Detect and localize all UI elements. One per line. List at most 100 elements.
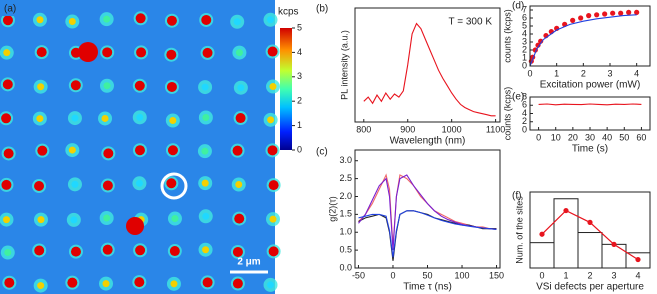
- emitter-spot: [134, 277, 145, 288]
- emitter-spot: [134, 145, 145, 156]
- x-tick-label: 100: [455, 270, 470, 280]
- emitter-spot: [71, 180, 79, 188]
- colorbar-tick-label: 5: [297, 22, 302, 32]
- bar: [529, 242, 555, 269]
- colorbar-tick-label: 0: [297, 144, 302, 154]
- x-tick-label: 40: [602, 132, 612, 142]
- colorbar-tick-label: 1: [297, 120, 302, 130]
- marker: [618, 10, 624, 16]
- panel-label: (b): [316, 4, 328, 15]
- emitter-spot: [267, 281, 275, 289]
- marker: [586, 13, 592, 19]
- emitter-spot: [202, 246, 210, 254]
- x-tick-label: 1: [563, 270, 568, 280]
- emitter-spot: [103, 214, 111, 222]
- emitter-spot: [37, 282, 45, 290]
- y-tick-label: 4: [522, 108, 527, 118]
- emitter-spot: [169, 116, 177, 124]
- emitter-spot: [232, 278, 243, 289]
- x-tick-label: 4: [634, 68, 639, 78]
- bar: [601, 243, 627, 269]
- emitter-spot: [267, 145, 278, 156]
- emitter-spot: [135, 245, 146, 256]
- emitter-spot: [171, 215, 179, 223]
- emitter-spot: [235, 113, 246, 124]
- y-axis-label: PL intensity (a.u.): [339, 30, 349, 100]
- emitter-spot: [101, 114, 109, 122]
- y-tick-label: 3: [522, 36, 527, 46]
- colorbar-tick-label: 2: [297, 96, 302, 106]
- y-tick-label: 6: [522, 12, 527, 22]
- emitter-spot: [234, 213, 245, 224]
- emitter-spot: [201, 83, 209, 91]
- y-tick-label: 1.5: [339, 209, 352, 219]
- panel-label: (c): [316, 147, 328, 158]
- emitter-spot: [170, 280, 178, 288]
- emitter-spot: [3, 49, 11, 57]
- x-tick-label: 30: [585, 132, 595, 142]
- emitter-spot: [166, 49, 177, 60]
- emitter-spot: [268, 246, 279, 257]
- y-tick-label: 0.0: [339, 262, 352, 272]
- y-tick-label: 0: [522, 124, 527, 134]
- x-axis-label: Wavelength (nm): [390, 136, 466, 147]
- emitter-spot: [136, 47, 147, 58]
- emitter-spot: [68, 18, 76, 26]
- emitter-spot: [267, 46, 278, 57]
- marker: [535, 42, 541, 48]
- emitter-spot: [67, 277, 78, 288]
- emitter-spot: [233, 18, 241, 26]
- colorbar-label: kcps: [278, 7, 299, 18]
- y-tick-label: 7: [522, 4, 527, 14]
- emitter-spot: [4, 249, 12, 257]
- emitter-spot: [36, 47, 47, 58]
- y-tick-label: 0.5: [339, 244, 352, 254]
- x-tick-label: 3: [611, 270, 616, 280]
- y-axis-label: counts (kcps): [502, 9, 512, 63]
- marker: [611, 241, 617, 247]
- emitter-spot: [3, 148, 14, 159]
- emitter-spot: [36, 16, 44, 24]
- emitter-spot: [235, 49, 243, 57]
- y-tick-label: 4: [522, 28, 527, 38]
- x-tick-label: 0: [390, 270, 395, 280]
- emitter-spot: [201, 147, 209, 155]
- bar: [577, 232, 603, 269]
- x-tick-label: 20: [568, 132, 578, 142]
- plot-frame: [529, 5, 651, 67]
- panel-label: (d): [512, 1, 524, 12]
- series-line: [358, 210, 497, 261]
- emitter-spot: [269, 83, 277, 91]
- emitter-spot: [167, 145, 178, 156]
- x-tick-label: 2: [581, 68, 586, 78]
- x-tick-label: 150: [489, 270, 504, 280]
- marker: [587, 219, 593, 225]
- emitter-spot: [202, 47, 213, 58]
- marker: [563, 207, 569, 214]
- emitter-spot: [34, 245, 45, 256]
- marker: [602, 11, 608, 17]
- series-line: [538, 103, 642, 106]
- marker: [570, 17, 576, 23]
- emitter-spot: [169, 246, 180, 257]
- x-tick-label: 3: [607, 68, 612, 78]
- x-tick-label: 1100: [486, 124, 505, 134]
- panel-label: (f): [512, 191, 521, 202]
- plot-frame: [529, 191, 651, 269]
- emitter-spot: [34, 181, 45, 192]
- x-axis-label: Time τ (ns): [403, 282, 452, 293]
- marker: [626, 9, 632, 15]
- marker: [594, 12, 600, 18]
- emitter-spot: [202, 114, 210, 122]
- emitter-spot: [201, 179, 209, 187]
- marker: [634, 9, 640, 15]
- emitter-spot: [269, 215, 277, 223]
- emitter-spot: [134, 80, 145, 91]
- emitter-spot: [36, 115, 44, 123]
- emitter-spot: [4, 277, 15, 288]
- emitter-spot: [103, 15, 111, 23]
- emitter-spot: [1, 113, 12, 124]
- emitter-spot: [37, 145, 48, 156]
- emitter-spot: [102, 180, 113, 191]
